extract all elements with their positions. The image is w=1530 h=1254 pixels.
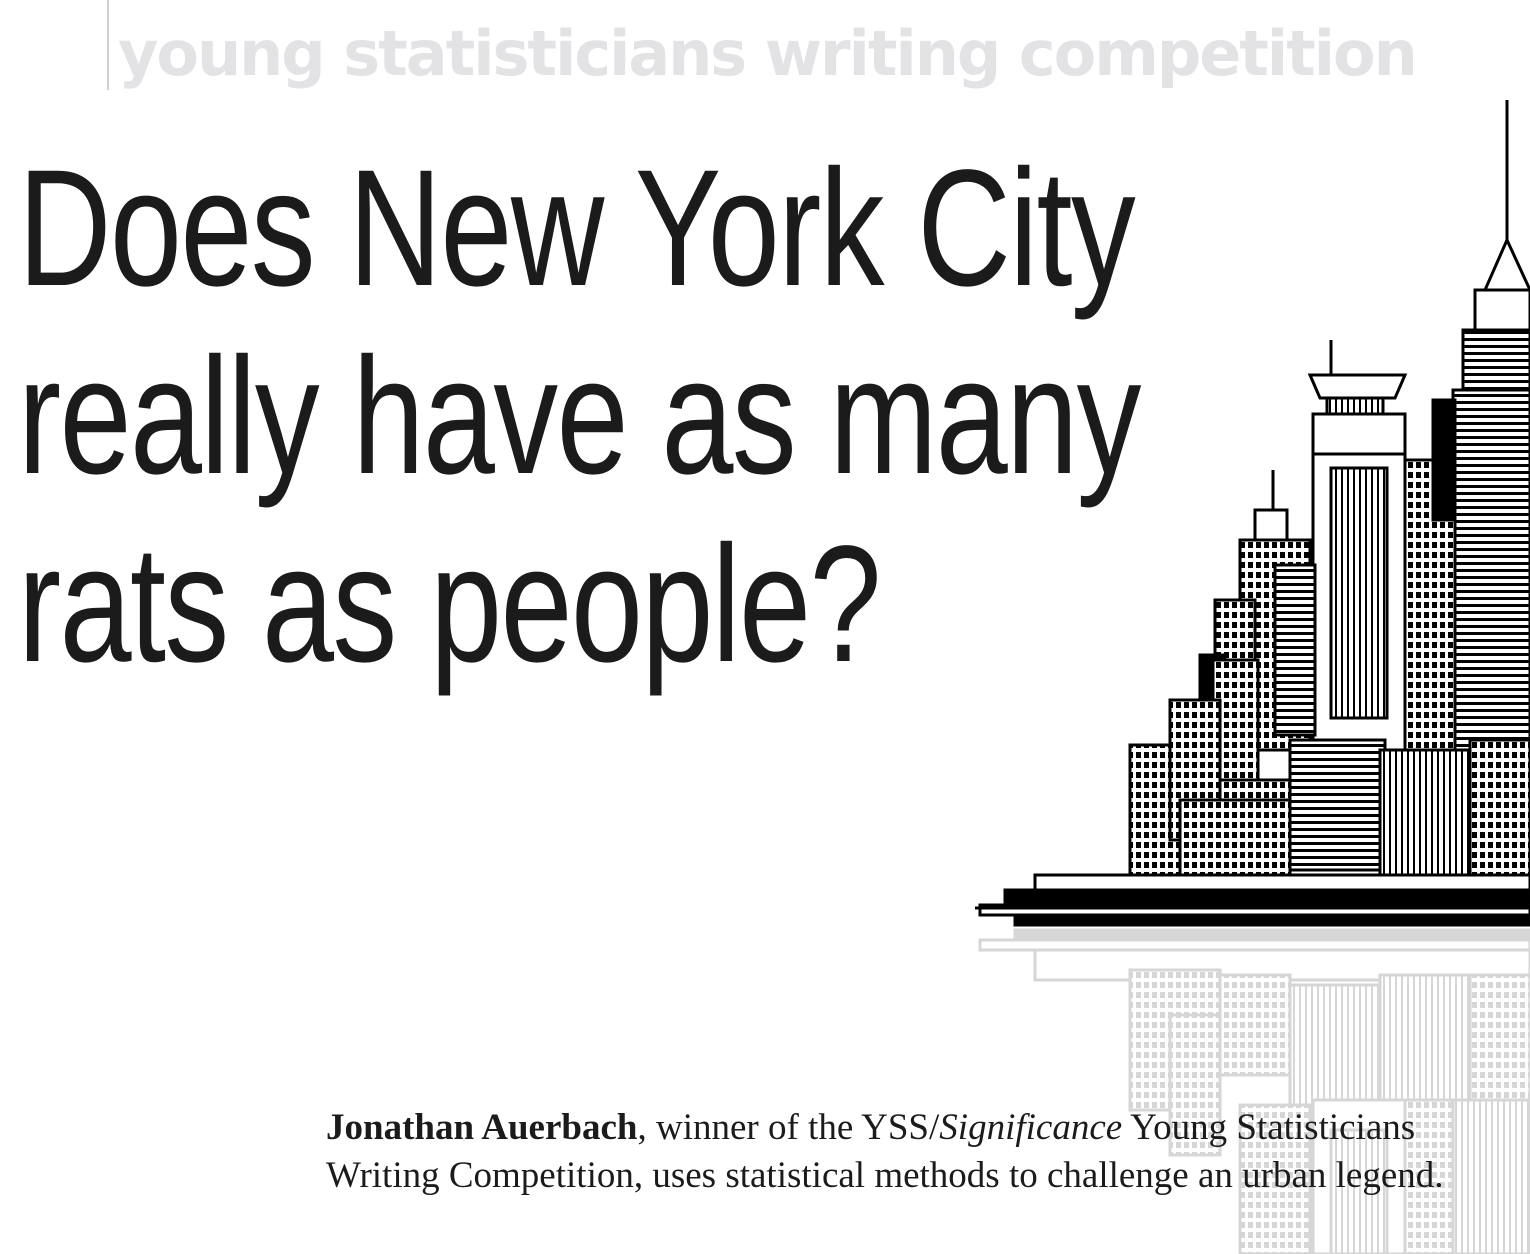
title-line: really have as many (18, 324, 1141, 509)
city-skyline-illustration (975, 100, 1530, 1254)
author-name: Jonathan Auerbach (326, 1107, 638, 1148)
standfirst-text: , winner of the YSS/ (637, 1107, 940, 1148)
standfirst-text: Young Statisticians Writing Competition,… (326, 1107, 1444, 1196)
article-title: Does New York City really have as many r… (18, 135, 1141, 699)
article-standfirst: Jonathan Auerbach, winner of the YSS/Sig… (326, 1104, 1446, 1200)
skyline-reflection (978, 928, 1530, 1254)
title-line: Does New York City (18, 136, 1136, 321)
skyline-buildings (975, 100, 1530, 927)
publication-name: Significance (939, 1107, 1123, 1148)
header-rule (107, 0, 109, 90)
title-line: rats as people? (18, 512, 882, 697)
section-kicker: young statisticians writing competition (118, 17, 1418, 90)
